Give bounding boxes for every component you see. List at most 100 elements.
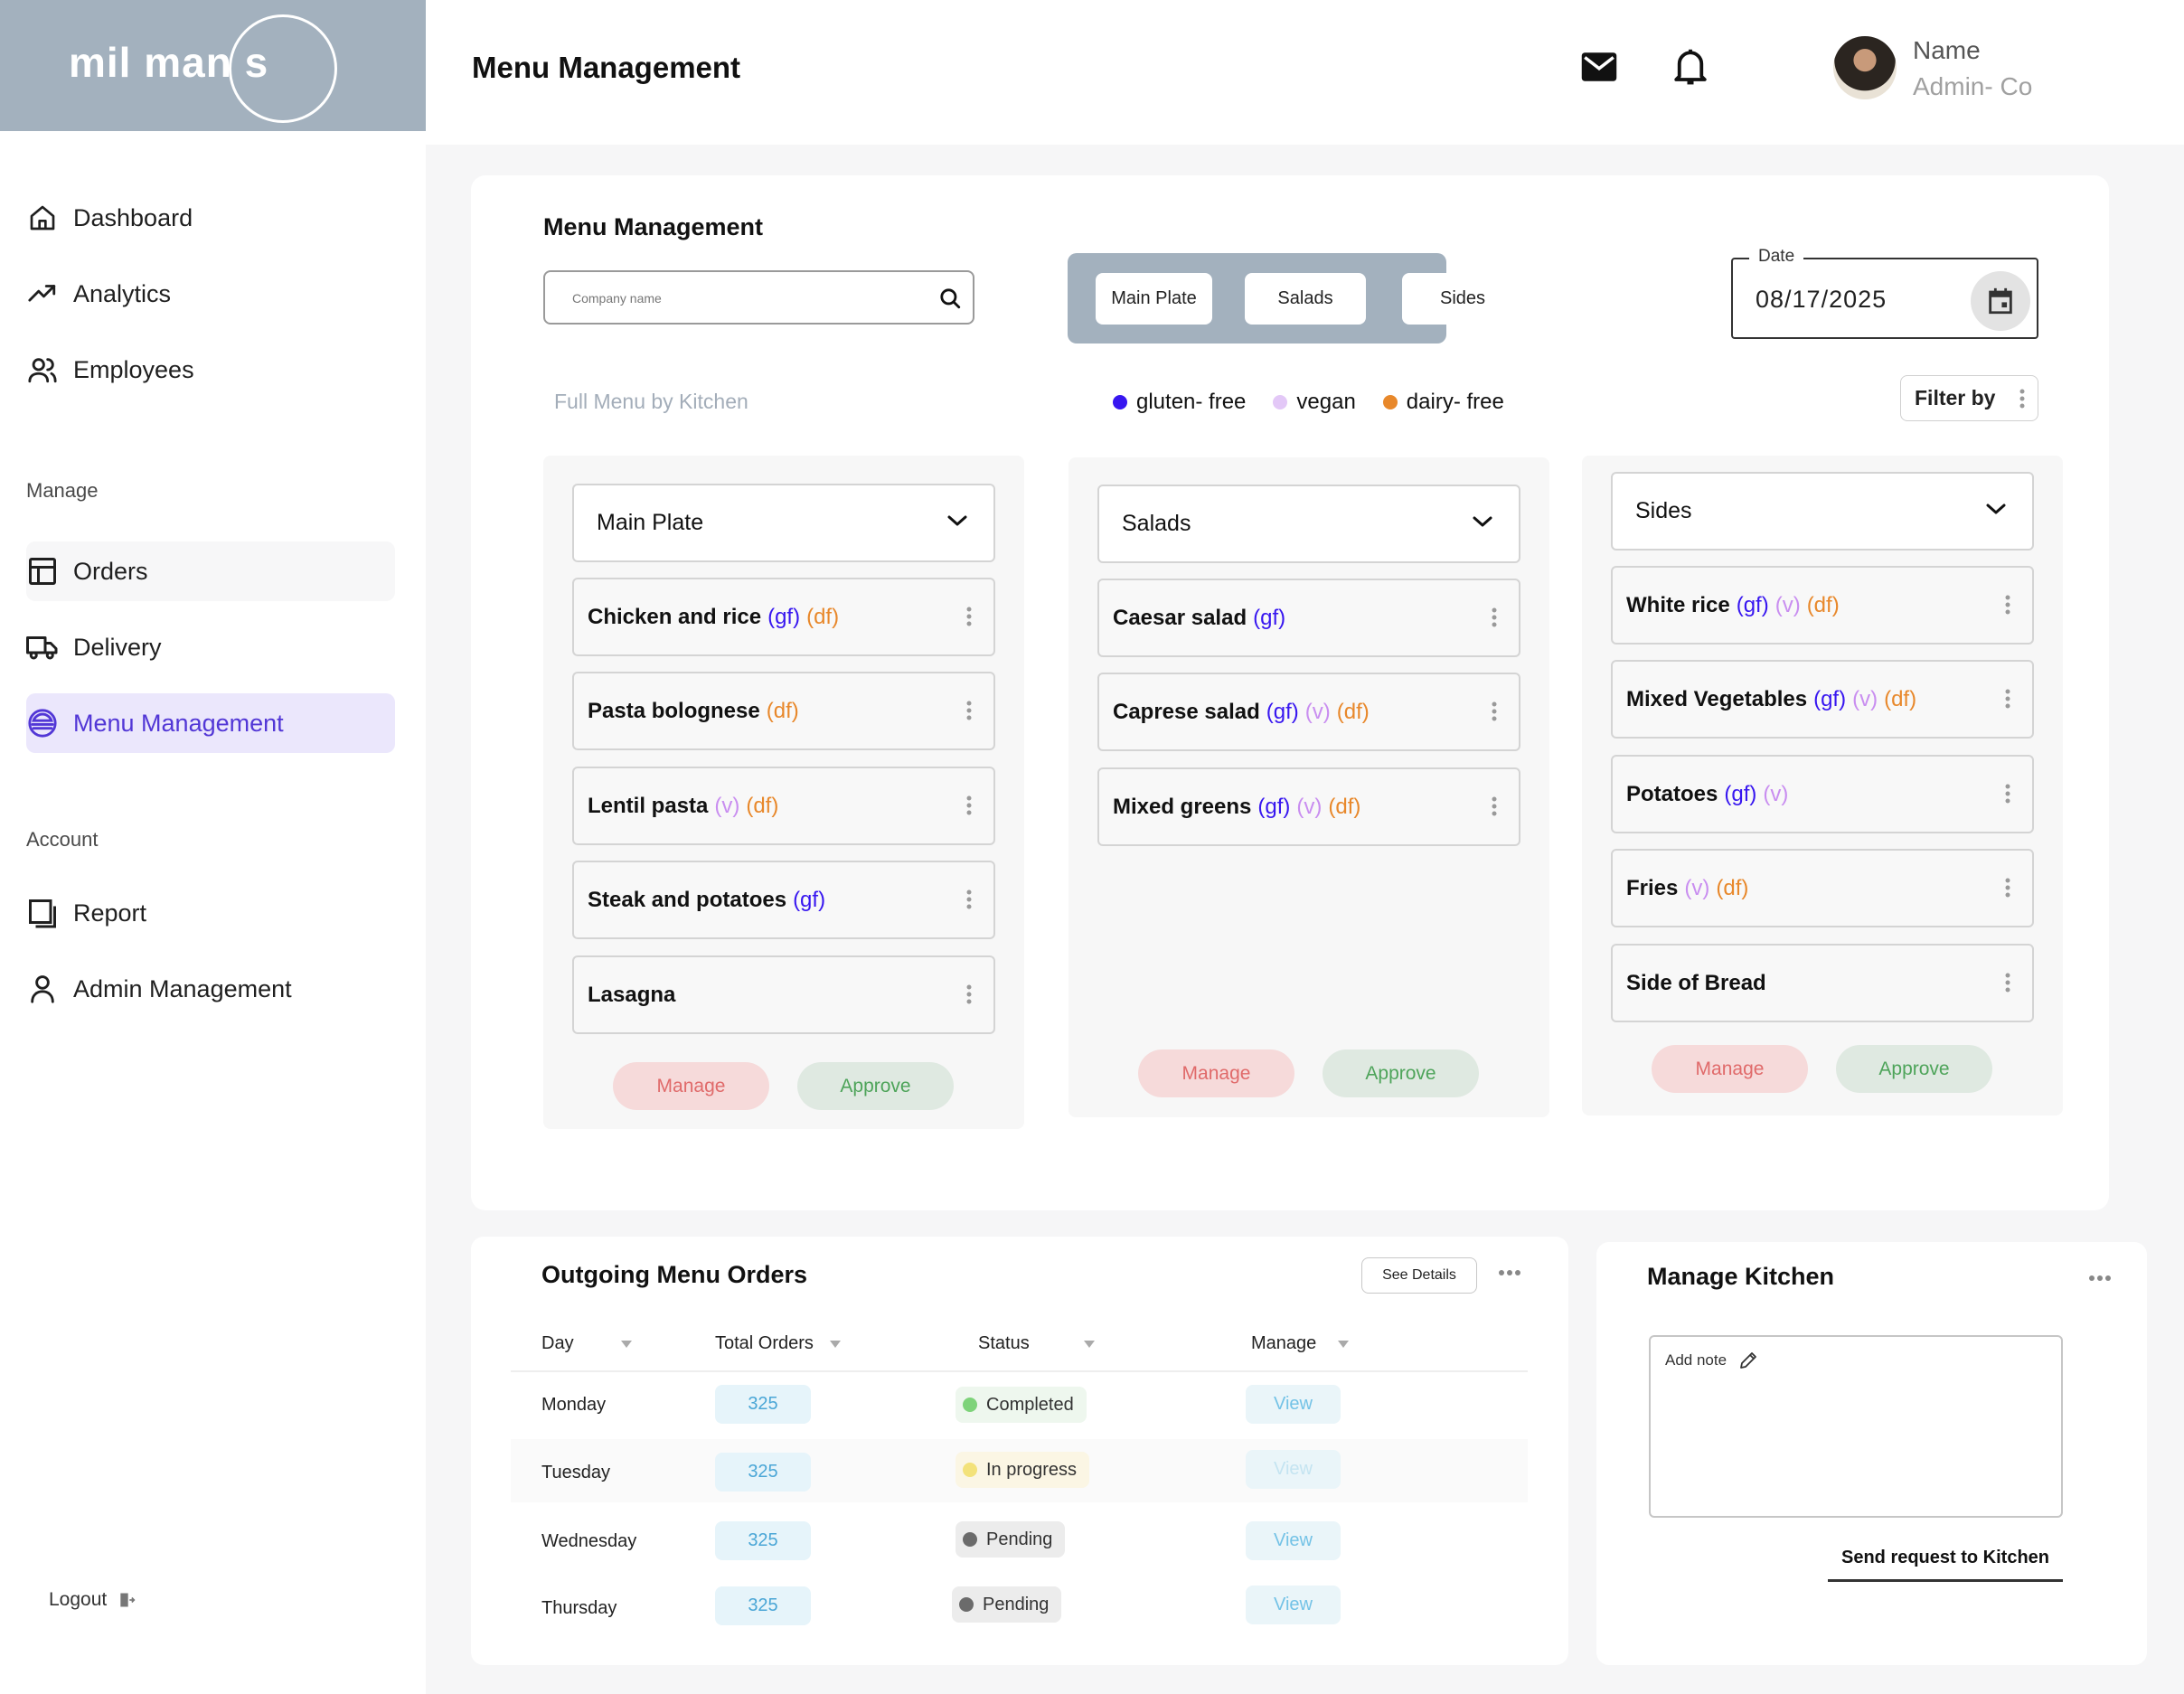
column-dropdown[interactable]: Main Plate bbox=[572, 484, 995, 562]
pencil-icon bbox=[1737, 1350, 1759, 1371]
column-header-label: Day bbox=[541, 1333, 574, 1353]
kebab-icon[interactable] bbox=[2005, 595, 2010, 615]
dish-item[interactable]: Mixed Vegetables (gf) (v) (df) bbox=[1611, 660, 2034, 739]
kebab-icon[interactable] bbox=[2005, 689, 2010, 709]
sidebar-item-label: Analytics bbox=[73, 279, 172, 307]
legend-label: gluten- free bbox=[1136, 390, 1247, 414]
kebab-icon[interactable] bbox=[2005, 973, 2010, 993]
sidebar-item-delivery[interactable]: Delivery bbox=[26, 617, 395, 677]
menu-column-salads: Salads Caesar salad (gf) Caprese salad (… bbox=[1068, 457, 1549, 1117]
manage-button[interactable]: Manage bbox=[1138, 1049, 1294, 1097]
dish-item[interactable]: Lasagna bbox=[572, 955, 995, 1034]
sort-caret-icon bbox=[1338, 1340, 1350, 1348]
dish-name: Chicken and rice bbox=[588, 604, 762, 629]
cell-total-orders: 325 bbox=[715, 1586, 811, 1625]
cell-total-orders: 325 bbox=[715, 1453, 811, 1492]
kebab-icon[interactable] bbox=[1492, 701, 1497, 721]
view-button[interactable]: View bbox=[1246, 1521, 1341, 1560]
tab-salads[interactable]: Salads bbox=[1245, 273, 1366, 325]
dish-name: Caesar salad bbox=[1113, 605, 1247, 630]
tag-gluten-free: (gf) bbox=[1724, 781, 1757, 806]
sidebar-item-label: Menu Management bbox=[73, 709, 284, 737]
sidebar-item-analytics[interactable]: Analytics bbox=[26, 264, 395, 324]
sidebar-item-label: Report bbox=[73, 899, 147, 927]
sidebar-item-employees[interactable]: Employees bbox=[26, 340, 395, 400]
column-header-day[interactable]: Day bbox=[541, 1333, 632, 1354]
view-button[interactable]: View bbox=[1246, 1385, 1341, 1424]
note-label-text: Add note bbox=[1665, 1351, 1727, 1369]
dish-item[interactable]: Fries (v) (df) bbox=[1611, 849, 2034, 927]
sidebar-item-dashboard[interactable]: Dashboard bbox=[26, 188, 395, 248]
date-field[interactable] bbox=[1731, 258, 2038, 339]
truck-icon bbox=[26, 631, 59, 663]
view-button[interactable]: View bbox=[1246, 1586, 1341, 1624]
dish-item[interactable]: Side of Bread bbox=[1611, 944, 2034, 1022]
dish-item[interactable]: Caesar salad (gf) bbox=[1097, 579, 1520, 657]
sidebar: mil man s Dashboard Analytics Employees … bbox=[0, 0, 426, 1694]
sidebar-item-admin-management[interactable]: Admin Management bbox=[26, 959, 395, 1019]
dish-item[interactable]: Potatoes (gf) (v) bbox=[1611, 755, 2034, 833]
note-label: Add note bbox=[1665, 1350, 1759, 1371]
approve-button[interactable]: Approve bbox=[1323, 1049, 1479, 1097]
tag-dairy-free: (df) bbox=[1806, 592, 1840, 617]
approve-button[interactable]: Approve bbox=[1836, 1045, 1992, 1093]
tag-gluten-free: (gf) bbox=[1257, 794, 1291, 819]
kebab-icon[interactable] bbox=[1492, 607, 1497, 627]
tab-main-plate[interactable]: Main Plate bbox=[1096, 273, 1212, 325]
kebab-icon[interactable] bbox=[966, 607, 972, 626]
manage-button[interactable]: Manage bbox=[613, 1062, 769, 1110]
column-dropdown[interactable]: Salads bbox=[1097, 485, 1520, 563]
dish-item[interactable]: Caprese salad (gf) (v) (df) bbox=[1097, 673, 1520, 751]
kebab-icon[interactable] bbox=[966, 889, 972, 909]
logout-button[interactable]: Logout bbox=[49, 1589, 136, 1611]
dish-item[interactable]: Chicken and rice (gf) (df) bbox=[572, 578, 995, 656]
sidebar-item-label: Admin Management bbox=[73, 974, 292, 1002]
filter-label: Filter by bbox=[1915, 386, 1996, 409]
status-label: Pending bbox=[986, 1529, 1053, 1549]
view-button[interactable]: View bbox=[1246, 1450, 1341, 1489]
search-input[interactable] bbox=[572, 287, 916, 310]
calendar-icon bbox=[1985, 286, 2016, 316]
brand-logo[interactable]: mil man s bbox=[0, 0, 426, 131]
sidebar-item-menu-management[interactable]: Menu Management bbox=[26, 693, 395, 753]
calendar-button[interactable] bbox=[1971, 271, 2030, 331]
users-icon bbox=[26, 353, 59, 386]
send-request-button[interactable]: Send request to Kitchen bbox=[1828, 1537, 2063, 1582]
bell-icon[interactable] bbox=[1671, 45, 1709, 89]
more-icon[interactable] bbox=[1498, 1269, 1521, 1276]
approve-button[interactable]: Approve bbox=[797, 1062, 954, 1110]
kebab-icon[interactable] bbox=[966, 984, 972, 1004]
dish-item[interactable]: Steak and potatoes (gf) bbox=[572, 861, 995, 939]
note-textarea[interactable]: Add note bbox=[1649, 1335, 2063, 1518]
more-icon[interactable] bbox=[2088, 1275, 2112, 1282]
column-header-manage[interactable]: Manage bbox=[1251, 1333, 1350, 1354]
sort-caret-icon bbox=[1083, 1340, 1095, 1348]
dish-item[interactable]: Lentil pasta (v) (df) bbox=[572, 767, 995, 845]
legend-dot bbox=[1273, 395, 1288, 409]
see-details-button[interactable]: See Details bbox=[1361, 1257, 1477, 1294]
tag-gluten-free: (gf) bbox=[767, 604, 801, 629]
column-header-total-orders[interactable]: Total Orders bbox=[715, 1333, 841, 1354]
menu-column-main-plate: Main Plate Chicken and rice (gf) (df) Pa… bbox=[543, 456, 1024, 1129]
mail-icon[interactable] bbox=[1580, 51, 1618, 83]
search-icon[interactable] bbox=[938, 287, 962, 310]
kebab-icon[interactable] bbox=[966, 701, 972, 720]
kebab-icon[interactable] bbox=[2005, 784, 2010, 804]
sidebar-item-report[interactable]: Report bbox=[26, 883, 395, 943]
tab-sides[interactable]: Sides bbox=[1402, 273, 1523, 325]
dish-item[interactable]: Mixed greens (gf) (v) (df) bbox=[1097, 767, 1520, 846]
kebab-icon[interactable] bbox=[966, 795, 972, 815]
search-box[interactable] bbox=[543, 270, 974, 325]
filter-button[interactable]: Filter by bbox=[1900, 375, 2038, 421]
column-dropdown[interactable]: Sides bbox=[1611, 472, 2034, 551]
dish-item[interactable]: Pasta bolognese (df) bbox=[572, 672, 995, 750]
legend-dairy-free: dairy- free bbox=[1382, 390, 1504, 415]
column-header-status[interactable]: Status bbox=[978, 1333, 1095, 1354]
date-value[interactable]: 08/17/2025 bbox=[1756, 286, 1887, 313]
sidebar-item-orders[interactable]: Orders bbox=[26, 541, 395, 601]
manage-button[interactable]: Manage bbox=[1652, 1045, 1808, 1093]
kebab-icon[interactable] bbox=[2005, 878, 2010, 898]
kebab-icon[interactable] bbox=[1492, 796, 1497, 816]
avatar[interactable] bbox=[1833, 36, 1897, 99]
dish-item[interactable]: White rice (gf) (v) (df) bbox=[1611, 566, 2034, 645]
